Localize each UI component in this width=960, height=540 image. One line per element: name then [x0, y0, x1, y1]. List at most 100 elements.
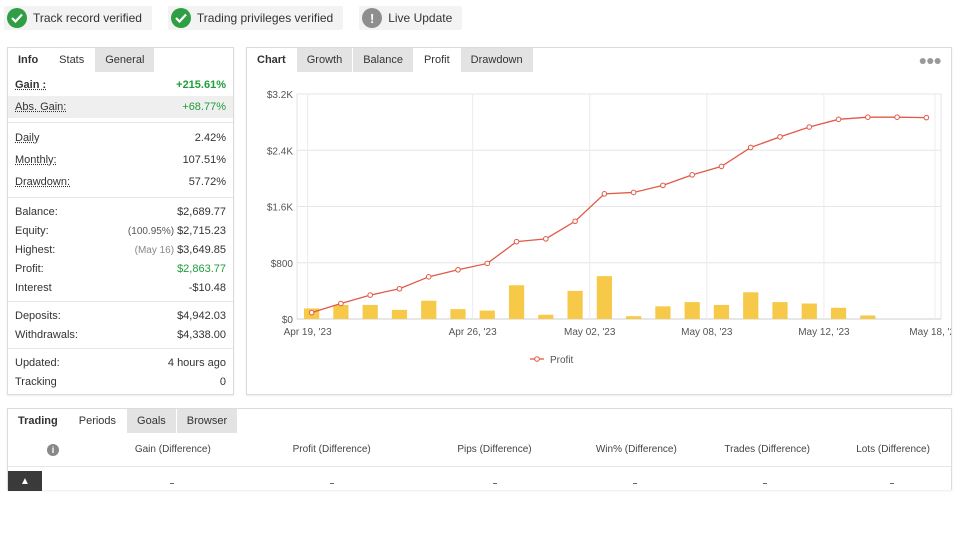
balance-row: Balance: $2,689.77: [8, 202, 233, 221]
y-tick-label: $1.6K: [267, 203, 293, 214]
profit-line: [311, 116, 927, 314]
updated-value: 4 hours ago: [167, 356, 226, 369]
deposits-value: $4,942.03: [177, 309, 226, 322]
profit-point: [689, 172, 695, 178]
profit-bar: [567, 290, 583, 319]
x-tick-label: Apr 19, '23: [284, 327, 332, 338]
drawdown-label[interactable]: Drawdown:: [15, 176, 71, 188]
profit-bar: [801, 303, 817, 319]
profit-bar: [508, 285, 525, 319]
tracking-value: 0: [219, 375, 226, 388]
tab-stats[interactable]: Stats: [49, 48, 96, 72]
account-info-panel: Info Stats General Gain : +215.61% Abs. …: [7, 47, 234, 395]
tab-info[interactable]: Info: [8, 48, 50, 72]
tracking-row: Tracking 0: [8, 372, 233, 391]
deposits-label: Deposits:: [15, 309, 61, 322]
highest-date: (May 16): [134, 244, 175, 256]
gain-label[interactable]: Gain :: [15, 79, 47, 91]
y-tick-label: $3.2K: [267, 90, 293, 101]
equity-row: Equity: (100.95%) $2,715.23: [8, 221, 233, 240]
highest-value: $3,649.85: [177, 243, 226, 256]
first-row-placeholder: [8, 483, 953, 491]
profit-point: [894, 114, 900, 121]
periods-panel: Trading Periods Goals Browser i Gain (Di…: [7, 408, 953, 491]
trading-privileges-badge: Trading privileges verified: [167, 6, 344, 30]
col-lots[interactable]: Lots (Difference): [856, 444, 930, 455]
tracking-label: Tracking: [15, 375, 57, 388]
tab-growth[interactable]: Growth: [296, 48, 354, 72]
divider: [8, 122, 233, 123]
profit-point: [338, 300, 344, 307]
col-win[interactable]: Win% (Difference): [595, 444, 677, 455]
deposits-row: Deposits: $4,942.03: [8, 306, 233, 325]
bottom-tabs: Trading Periods Goals Browser: [8, 409, 951, 433]
monthly-value: 107.51%: [182, 154, 226, 166]
check-circle-icon: [170, 8, 191, 28]
profit-bar: [772, 302, 788, 319]
tab-browser[interactable]: Browser: [176, 409, 239, 433]
tab-periods[interactable]: Periods: [68, 409, 128, 433]
badge-label: Trading privileges verified: [196, 11, 334, 25]
abs-gain-value: +68.77%: [182, 101, 226, 113]
profit-point: [425, 274, 432, 280]
x-tick-label: May 02, '23: [564, 327, 616, 338]
divider: [8, 348, 233, 349]
tab-goals[interactable]: Goals: [127, 409, 177, 433]
profit-bar: [479, 310, 495, 319]
col-trades[interactable]: Trades (Difference): [724, 444, 810, 455]
withdrawals-row: Withdrawals: $4,338.00: [8, 325, 233, 344]
profit-point: [396, 285, 403, 292]
equity-label: Equity:: [15, 224, 49, 237]
profit-bar: [362, 304, 378, 319]
chart-tabs: Chart Growth Balance Profit Drawdown: [247, 48, 951, 72]
tab-trading[interactable]: Trading: [8, 409, 69, 433]
tab-balance[interactable]: Balance: [353, 48, 414, 72]
profit-point: [484, 260, 491, 267]
daily-label[interactable]: Daily: [15, 132, 40, 144]
col-gain[interactable]: Gain (Difference): [134, 444, 211, 455]
daily-row: Daily 2.42%: [8, 127, 233, 149]
profit-bar: [391, 309, 408, 319]
tab-chart[interactable]: Chart: [247, 48, 297, 72]
tab-drawdown[interactable]: Drawdown: [460, 48, 534, 72]
profit-value: $2,863.77: [177, 262, 226, 275]
monthly-label[interactable]: Monthly:: [15, 154, 57, 166]
divider: [8, 197, 233, 198]
profit-point: [660, 182, 666, 189]
profit-bar: [333, 304, 349, 319]
chart-panel: Chart Growth Balance Profit Drawdown ●●●…: [246, 47, 952, 395]
y-tick-label: $800: [271, 259, 294, 270]
info-tabs: Info Stats General: [8, 48, 233, 72]
profit-point: [806, 124, 813, 130]
legend-marker: [534, 356, 540, 362]
profit-point: [777, 134, 783, 140]
profit-bar: [860, 315, 876, 319]
profit-bar: [626, 316, 642, 319]
equity-value: $2,715.23: [177, 224, 226, 237]
tab-general[interactable]: General: [95, 48, 156, 72]
col-profit[interactable]: Profit (Difference): [292, 444, 371, 455]
verification-badges: Track record verified Trading privileges…: [4, 6, 463, 30]
profit-point: [543, 236, 549, 242]
live-update-badge[interactable]: ! Live Update: [359, 6, 463, 30]
profit-row: Profit: $2,863.77: [8, 259, 233, 278]
col-pips[interactable]: Pips (Difference): [457, 444, 532, 455]
legend-label: Profit: [550, 355, 574, 366]
info-icon[interactable]: i: [46, 443, 59, 456]
profit-bar: [830, 307, 847, 319]
profit-bar: [684, 302, 700, 319]
check-circle-icon: [7, 8, 27, 28]
profit-point: [747, 144, 754, 151]
profit-point: [308, 309, 315, 316]
tab-profit[interactable]: Profit: [413, 48, 461, 72]
profit-bar: [743, 292, 759, 319]
chevron-up-icon[interactable]: ▲: [8, 471, 42, 491]
profit-bar: [421, 300, 437, 319]
profit-point: [513, 238, 520, 245]
ellipsis-icon[interactable]: ●●●: [918, 52, 942, 68]
abs-gain-label[interactable]: Abs. Gain:: [15, 101, 67, 113]
profit-point: [865, 114, 871, 121]
abs-gain-row: Abs. Gain: +68.77%: [8, 96, 233, 118]
updated-label: Updated:: [15, 356, 60, 369]
drawdown-value: 57.72%: [188, 176, 226, 188]
